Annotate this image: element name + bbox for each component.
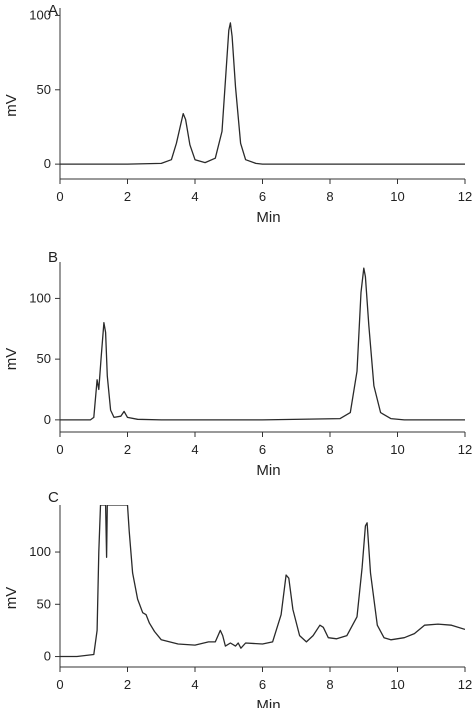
- x-axis-title: Min: [256, 462, 280, 479]
- y-axis-title: mV: [3, 348, 20, 371]
- x-tick-label: 8: [326, 442, 333, 457]
- y-tick-label: 100: [29, 7, 51, 22]
- y-tick-label: 0: [44, 412, 51, 427]
- chart-panel-a: A 0 50 100 0 2 4 6 8 10 12 Min mV: [3, 2, 472, 226]
- x-tick-label: 8: [326, 189, 333, 204]
- x-tick-label: 8: [326, 677, 333, 692]
- x-tick-label: 12: [458, 189, 472, 204]
- series-line-0: [60, 505, 465, 658]
- y-tick-label: 100: [29, 290, 51, 305]
- x-tick-label: 10: [390, 189, 404, 204]
- chart-panel-c: C 0 50 100 0 2 4 6 8 10 12 Min mV: [3, 489, 472, 708]
- x-axis-title: Min: [256, 209, 280, 226]
- x-tick-label: 2: [124, 189, 131, 204]
- panel-label: B: [48, 249, 58, 266]
- x-tick-label: 2: [124, 442, 131, 457]
- x-tick-label: 4: [191, 442, 198, 457]
- chart-panel-b: B 0 50 100 0 2 4 6 8 10 12 Min mV: [3, 249, 472, 479]
- series-line-0: [60, 22, 465, 165]
- x-tick-label: 4: [191, 189, 198, 204]
- x-tick-label: 6: [259, 442, 266, 457]
- x-tick-label: 10: [390, 677, 404, 692]
- x-tick-label: 0: [56, 442, 63, 457]
- x-tick-label: 6: [259, 677, 266, 692]
- y-tick-label: 50: [37, 351, 51, 366]
- y-axis-title: mV: [3, 587, 20, 610]
- x-tick-label: 0: [56, 189, 63, 204]
- x-tick-label: 2: [124, 677, 131, 692]
- y-tick-label: 50: [37, 596, 51, 611]
- y-tick-label: 50: [37, 82, 51, 97]
- x-axis-title: Min: [256, 697, 280, 708]
- series-line-0: [60, 267, 465, 421]
- x-tick-label: 12: [458, 442, 472, 457]
- y-tick-label: 100: [29, 544, 51, 559]
- x-tick-label: 6: [259, 189, 266, 204]
- y-axis-title: mV: [3, 94, 20, 117]
- panel-label: A: [48, 2, 58, 19]
- y-tick-label: 0: [44, 156, 51, 171]
- x-tick-label: 4: [191, 677, 198, 692]
- panel-label: C: [48, 489, 59, 506]
- y-tick-label: 0: [44, 649, 51, 664]
- x-tick-label: 12: [458, 677, 472, 692]
- x-tick-label: 10: [390, 442, 404, 457]
- x-tick-label: 0: [56, 677, 63, 692]
